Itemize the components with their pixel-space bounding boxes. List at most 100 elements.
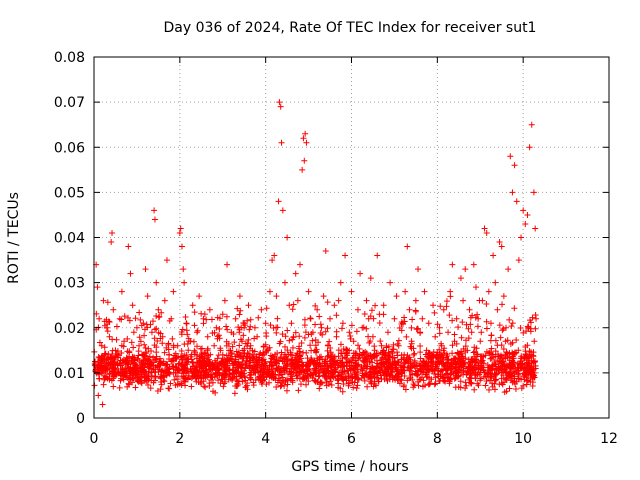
- data-point: [511, 350, 518, 357]
- data-point: [445, 329, 452, 336]
- data-point: [136, 342, 143, 349]
- data-point: [219, 351, 226, 358]
- data-point: [182, 382, 189, 389]
- data-point: [163, 257, 170, 264]
- data-point: [483, 325, 490, 332]
- data-point: [121, 338, 128, 345]
- data-point: [486, 386, 493, 393]
- data-point: [457, 384, 464, 391]
- data-point: [521, 354, 528, 361]
- data-point: [125, 380, 132, 387]
- data-point: [483, 318, 490, 325]
- data-point: [465, 367, 472, 374]
- data-point: [110, 359, 117, 366]
- data-point: [132, 315, 139, 322]
- data-point: [367, 369, 374, 376]
- data-point: [350, 384, 357, 391]
- data-point: [155, 314, 162, 321]
- data-point: [401, 314, 408, 321]
- data-point: [449, 261, 456, 268]
- data-point: [488, 345, 495, 352]
- data-point: [442, 360, 449, 367]
- data-point: [300, 135, 307, 142]
- data-point: [196, 355, 203, 362]
- data-point: [437, 371, 444, 378]
- data-point: [345, 382, 352, 389]
- data-point: [417, 368, 424, 375]
- data-point: [283, 387, 290, 394]
- data-point: [389, 346, 396, 353]
- data-point: [130, 329, 137, 336]
- data-point: [375, 378, 382, 385]
- data-point: [511, 370, 518, 377]
- data-point: [433, 351, 440, 358]
- data-point: [518, 385, 525, 392]
- data-point: [194, 329, 200, 336]
- y-tick-label: 0.08: [54, 50, 85, 66]
- data-point: [425, 367, 432, 374]
- data-point: [134, 378, 141, 385]
- data-point: [234, 305, 241, 312]
- data-point: [367, 275, 374, 282]
- data-point: [178, 243, 185, 250]
- data-point: [340, 374, 347, 381]
- data-point: [238, 370, 245, 377]
- data-point: [181, 279, 188, 286]
- data-point: [327, 363, 334, 370]
- data-point: [409, 376, 416, 383]
- data-point: [109, 351, 116, 358]
- data-point: [222, 378, 229, 385]
- data-point: [356, 345, 363, 352]
- data-point: [221, 370, 228, 377]
- data-point: [216, 326, 223, 333]
- data-point: [119, 366, 126, 373]
- data-point: [468, 356, 475, 363]
- data-point: [265, 368, 272, 375]
- data-point: [164, 361, 171, 368]
- data-point: [315, 373, 322, 380]
- data-point: [212, 389, 219, 396]
- data-point: [466, 306, 473, 313]
- data-point: [223, 313, 230, 320]
- data-point: [371, 347, 378, 354]
- data-point: [242, 364, 249, 371]
- data-point: [104, 355, 111, 362]
- data-point: [312, 321, 319, 328]
- data-point: [204, 347, 211, 354]
- data-point: [269, 370, 276, 377]
- data-point: [333, 312, 340, 319]
- data-point: [364, 383, 371, 390]
- data-point: [106, 333, 113, 340]
- data-point: [401, 360, 408, 367]
- data-point: [449, 365, 456, 372]
- data-point: [161, 367, 168, 374]
- data-point: [185, 347, 192, 354]
- data-point: [359, 324, 366, 331]
- data-point: [99, 401, 106, 408]
- data-point: [491, 386, 498, 393]
- data-point: [316, 313, 323, 320]
- data-point: [463, 337, 470, 344]
- data-point: [403, 357, 410, 364]
- data-point: [378, 342, 385, 349]
- data-point: [396, 380, 403, 387]
- data-point: [272, 371, 279, 378]
- data-point: [469, 366, 476, 373]
- data-point: [126, 353, 133, 360]
- data-point: [280, 365, 287, 372]
- x-tick-label: 6: [347, 431, 356, 447]
- data-point: [171, 376, 178, 383]
- data-point: [225, 366, 232, 373]
- data-point: [395, 337, 402, 344]
- data-point: [480, 353, 487, 360]
- data-point: [398, 356, 405, 363]
- data-point: [406, 306, 413, 313]
- data-point: [397, 363, 404, 370]
- data-point: [362, 348, 369, 355]
- data-point: [184, 331, 191, 338]
- data-point: [455, 324, 462, 331]
- data-point: [284, 234, 291, 241]
- data-point: [198, 310, 205, 317]
- data-point: [151, 335, 158, 342]
- data-point: [363, 365, 370, 372]
